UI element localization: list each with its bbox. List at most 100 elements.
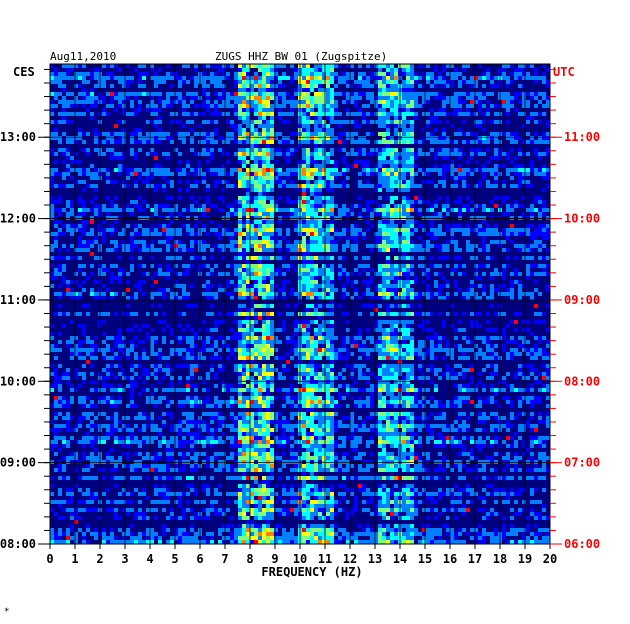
heatmap-cell	[374, 200, 378, 204]
heatmap-cell	[218, 80, 222, 84]
heatmap-cell	[486, 224, 490, 228]
heatmap-cell	[410, 100, 414, 104]
heatmap-cell	[494, 152, 498, 156]
heatmap-cell	[390, 232, 394, 236]
heatmap-cell	[146, 336, 150, 340]
heatmap-cell	[194, 180, 198, 184]
heatmap-cell	[166, 216, 170, 220]
heatmap-cell	[246, 192, 250, 196]
heatmap-cell	[274, 96, 278, 100]
heatmap-cell	[246, 72, 250, 76]
heatmap-cell	[190, 256, 194, 260]
heatmap-cell	[190, 264, 194, 268]
heatmap-cell	[314, 352, 318, 356]
heatmap-cell	[178, 168, 182, 172]
heatmap-cell	[238, 224, 242, 228]
heatmap-cell	[70, 212, 74, 216]
heatmap-cell	[130, 200, 134, 204]
heatmap-cell	[322, 296, 326, 300]
heatmap-cell	[394, 212, 398, 216]
heatmap-cell	[178, 296, 182, 300]
heatmap-cell	[386, 172, 390, 176]
heatmap-cell	[302, 264, 306, 268]
heatmap-cell	[390, 96, 394, 100]
heatmap-cell	[414, 96, 418, 100]
heatmap-cell	[90, 352, 94, 356]
heatmap-cell	[58, 364, 62, 368]
heatmap-cell	[290, 208, 294, 212]
heatmap-cell	[214, 120, 218, 124]
heatmap-cell	[134, 108, 138, 112]
heatmap-cell	[302, 84, 306, 88]
heatmap-cell	[150, 104, 154, 108]
heatmap-cell	[186, 324, 190, 328]
heatmap-cell	[306, 76, 310, 80]
heatmap-cell	[302, 172, 306, 176]
heatmap-cell	[102, 340, 106, 344]
heatmap-cell	[330, 76, 334, 80]
heatmap-cell	[458, 108, 462, 112]
heatmap-cell	[518, 364, 522, 368]
heatmap-cell	[454, 312, 458, 316]
heatmap-cell	[434, 68, 438, 72]
heatmap-cell	[450, 164, 454, 168]
heatmap-cell	[154, 352, 158, 356]
heatmap-cell	[294, 104, 298, 108]
heatmap-cell	[450, 356, 454, 360]
heatmap-cell	[370, 292, 374, 296]
heatmap-cell	[306, 348, 310, 352]
heatmap-cell	[110, 156, 114, 160]
heatmap-cell	[170, 76, 174, 80]
heatmap-cell	[66, 340, 70, 344]
heatmap-cell	[534, 132, 538, 136]
heatmap-cell	[142, 324, 146, 328]
heatmap-cell	[362, 164, 366, 168]
heatmap-cell	[378, 228, 382, 232]
heatmap-cell	[94, 240, 98, 244]
heatmap-cell	[326, 288, 330, 292]
heatmap-cell	[174, 228, 178, 232]
heatmap-cell	[438, 296, 442, 300]
heatmap-cell	[266, 184, 270, 188]
heatmap-cell	[310, 340, 314, 344]
heatmap-cell	[350, 148, 354, 152]
heatmap-cell	[286, 176, 290, 180]
heatmap-cell	[462, 180, 466, 184]
heatmap-cell	[482, 220, 486, 224]
heatmap-cell	[330, 276, 334, 280]
heatmap-cell	[322, 148, 326, 152]
heatmap-cell	[422, 320, 426, 324]
heatmap-cell	[266, 148, 270, 152]
heatmap-cell	[326, 92, 330, 96]
heatmap-cell	[262, 284, 266, 288]
heatmap-cell	[310, 312, 314, 316]
heatmap-cell	[346, 292, 350, 296]
heatmap-cell	[506, 100, 510, 104]
heatmap-cell	[490, 84, 494, 88]
heatmap-cell	[290, 104, 294, 108]
heatmap-cell	[210, 248, 214, 252]
heatmap-cell	[302, 348, 306, 352]
heatmap-cell	[494, 352, 498, 356]
heatmap-cell	[390, 212, 394, 216]
heatmap-cell	[386, 348, 390, 352]
heatmap-cell	[158, 184, 162, 188]
heatmap-cell	[246, 92, 250, 96]
heatmap-cell	[214, 108, 218, 112]
heatmap-cell	[402, 280, 406, 284]
heatmap-cell	[226, 136, 230, 140]
heatmap-cell	[318, 184, 322, 188]
heatmap-cell	[406, 356, 410, 360]
heatmap-cell	[246, 216, 250, 220]
heatmap-cell	[122, 132, 126, 136]
heatmap-cell	[218, 168, 222, 172]
heatmap-cell	[66, 344, 70, 348]
heatmap-cell	[66, 292, 70, 296]
heatmap-cell	[506, 92, 510, 96]
heatmap-cell	[234, 84, 238, 88]
heatmap-cell	[134, 312, 138, 316]
heatmap-cell	[158, 352, 162, 356]
heatmap-cell	[294, 328, 298, 332]
heatmap-cell	[262, 248, 266, 252]
heatmap-cell	[542, 364, 546, 368]
